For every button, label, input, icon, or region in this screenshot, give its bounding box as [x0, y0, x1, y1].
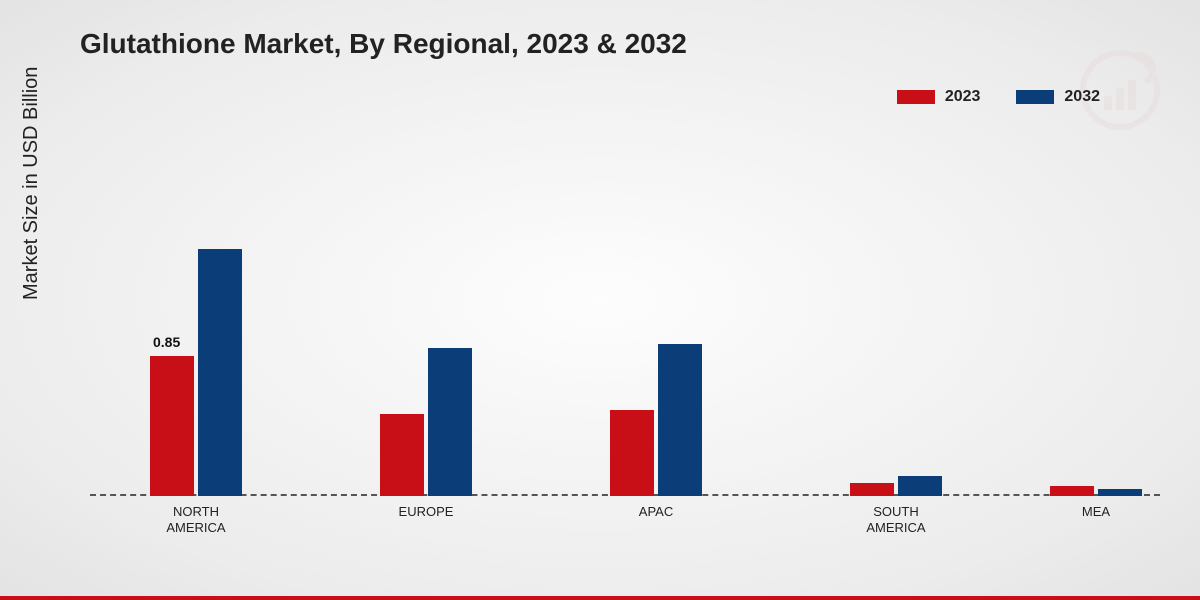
legend-item-2023: 2023	[897, 88, 981, 106]
x-axis-labels: NORTH AMERICA EUROPE APAC SOUTH AMERICA MEA	[90, 496, 1160, 540]
y-axis-label: Market Size in USD Billion	[20, 67, 43, 300]
bar-2023-ap	[610, 410, 654, 496]
bar-group-sa	[850, 476, 942, 496]
bar-value-label: 0.85	[153, 334, 180, 350]
bar-2023-na	[150, 356, 194, 496]
legend-item-2032: 2032	[1016, 88, 1100, 106]
category-label-eu: EUROPE	[380, 504, 472, 520]
category-label-sa: SOUTH AMERICA	[850, 504, 942, 537]
chart-title: Glutathione Market, By Regional, 2023 & …	[80, 28, 687, 60]
bar-2032-mea	[1098, 489, 1142, 496]
bar-2032-na	[198, 249, 242, 497]
bar-2032-eu	[428, 348, 472, 497]
bar-group-eu	[380, 348, 472, 497]
plot-area: 0.85	[90, 170, 1160, 496]
category-label-ap: APAC	[610, 504, 702, 520]
legend-swatch-2032	[1016, 90, 1054, 104]
legend: 2023 2032	[897, 88, 1100, 106]
legend-swatch-2023	[897, 90, 935, 104]
legend-label-2023: 2023	[945, 88, 981, 106]
bar-2023-mea	[1050, 486, 1094, 496]
bar-2023-eu	[380, 414, 424, 497]
legend-label-2032: 2032	[1064, 88, 1100, 106]
bar-2032-ap	[658, 344, 702, 496]
category-label-mea: MEA	[1050, 504, 1142, 520]
bar-2032-sa	[898, 476, 942, 496]
bar-group-na: 0.85	[150, 249, 242, 497]
bar-group-ap	[610, 344, 702, 496]
bar-group-mea	[1050, 486, 1142, 496]
category-label-na: NORTH AMERICA	[150, 504, 242, 537]
bar-2023-sa	[850, 483, 894, 496]
